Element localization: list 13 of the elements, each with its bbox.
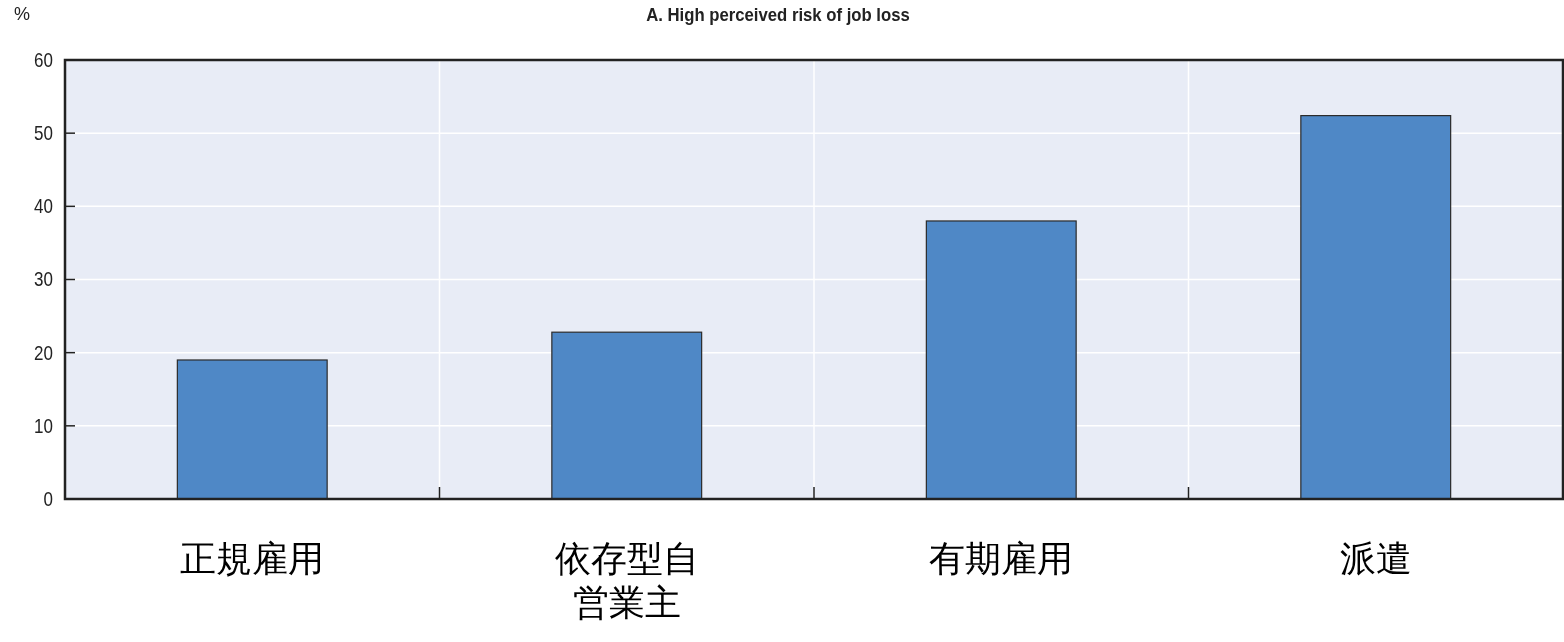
y-tick-label: 50 — [34, 121, 53, 145]
y-tick-label: 60 — [34, 48, 53, 72]
y-tick-label: 0 — [43, 487, 53, 511]
y-tick-label: 20 — [34, 341, 53, 364]
y-tick-label: 10 — [34, 414, 53, 438]
x-tick-label: 依存型自営業主 — [553, 537, 700, 625]
y-tick-label: 30 — [34, 268, 53, 291]
y-axis-title: % — [14, 4, 31, 24]
x-tick-label: 正規雇用 — [179, 537, 326, 581]
x-tick-label: 有期雇用 — [928, 537, 1075, 581]
chart-title: A. High perceived risk of job loss — [646, 4, 910, 26]
y-tick-label: 40 — [34, 195, 53, 218]
x-tick-label: 派遣 — [1338, 537, 1413, 581]
